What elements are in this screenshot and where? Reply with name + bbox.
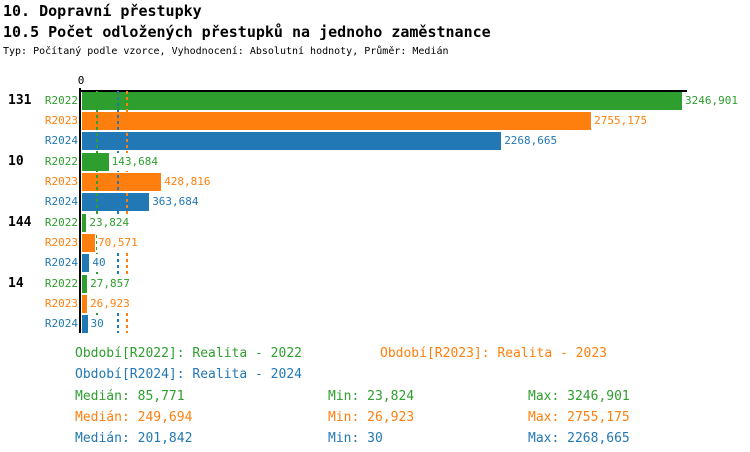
series-row-label: R2024 — [44, 317, 78, 330]
stat-median-r2022: Medián: 85,771 — [75, 389, 185, 404]
series-row-label: R2022 — [44, 216, 78, 229]
bar-value-label: 428,816 — [163, 173, 213, 191]
legend-item-r2022: Období[R2022]: Realita - 2022 — [75, 346, 302, 361]
bar-r2023 — [82, 295, 87, 313]
stat-max-r2022: Max: 3246,901 — [528, 389, 630, 404]
series-row-label: R2022 — [44, 155, 78, 168]
stat-min-r2024: Min: 30 — [328, 431, 383, 446]
bar-value-label: 30 — [89, 315, 106, 333]
bar-r2022 — [82, 275, 88, 293]
bar-value-label: 70,571 — [97, 234, 140, 252]
bar-value-label: 3246,901 — [684, 92, 740, 110]
bar-value-label: 2755,175 — [593, 112, 650, 130]
stat-min-r2023: Min: 26,923 — [328, 410, 415, 425]
bar-r2024 — [82, 254, 90, 272]
bar-r2022 — [82, 214, 87, 232]
series-row-label: R2024 — [44, 134, 78, 147]
group-label: 131 — [8, 93, 32, 108]
median-line-r2024 — [117, 91, 120, 333]
stat-max-r2023: Max: 2755,175 — [528, 410, 630, 425]
bar-value-label: 363,684 — [151, 193, 201, 211]
bar-value-label: 26,923 — [89, 295, 132, 313]
group-label: 144 — [8, 215, 32, 230]
median-line-r2022 — [95, 91, 98, 333]
page-meta: Typ: Počítaný podle vzorce, Vyhodnocení:… — [3, 46, 449, 57]
legend-item-r2024: Období[R2024]: Realita - 2024 — [75, 367, 302, 382]
median-line-r2023 — [126, 91, 129, 333]
bar-value-label: 23,824 — [88, 214, 132, 232]
bar-r2023 — [82, 173, 162, 191]
series-row-label: R2023 — [44, 297, 78, 310]
stat-max-r2024: Max: 2268,665 — [528, 431, 630, 446]
bar-r2023 — [82, 112, 592, 130]
bar-value-label: 40 — [91, 254, 108, 272]
bar-r2023 — [82, 234, 95, 252]
bar-r2024 — [82, 315, 88, 333]
bar-r2022 — [82, 153, 109, 171]
bar-r2024 — [82, 132, 502, 150]
bar-r2022 — [82, 92, 682, 110]
x-axis-zero-label: 0 — [77, 74, 85, 87]
stat-min-r2022: Min: 23,824 — [328, 389, 415, 404]
bar-value-label: 27,857 — [89, 275, 132, 293]
series-row-label: R2022 — [44, 277, 78, 290]
stat-median-r2024: Medián: 201,842 — [75, 431, 193, 446]
x-axis-line — [79, 90, 687, 92]
page-title: 10. Dopravní přestupky — [3, 2, 202, 20]
group-label: 10 — [8, 154, 24, 169]
series-row-label: R2023 — [44, 236, 78, 249]
series-row-label: R2023 — [44, 175, 78, 188]
legend-item-r2023: Období[R2023]: Realita - 2023 — [380, 346, 607, 361]
bar-value-label: 2268,665 — [503, 132, 560, 150]
series-row-label: R2023 — [44, 114, 78, 127]
bar-r2024 — [82, 193, 150, 211]
y-axis-line — [79, 88, 81, 333]
page-subtitle: 10.5 Počet odložených přestupků na jedno… — [3, 23, 491, 41]
series-row-label: R2024 — [44, 195, 78, 208]
series-row-label: R2024 — [44, 256, 78, 269]
bar-value-label: 143,684 — [110, 153, 160, 171]
stat-median-r2023: Medián: 249,694 — [75, 410, 193, 425]
group-label: 14 — [8, 276, 24, 291]
series-row-label: R2022 — [44, 94, 78, 107]
